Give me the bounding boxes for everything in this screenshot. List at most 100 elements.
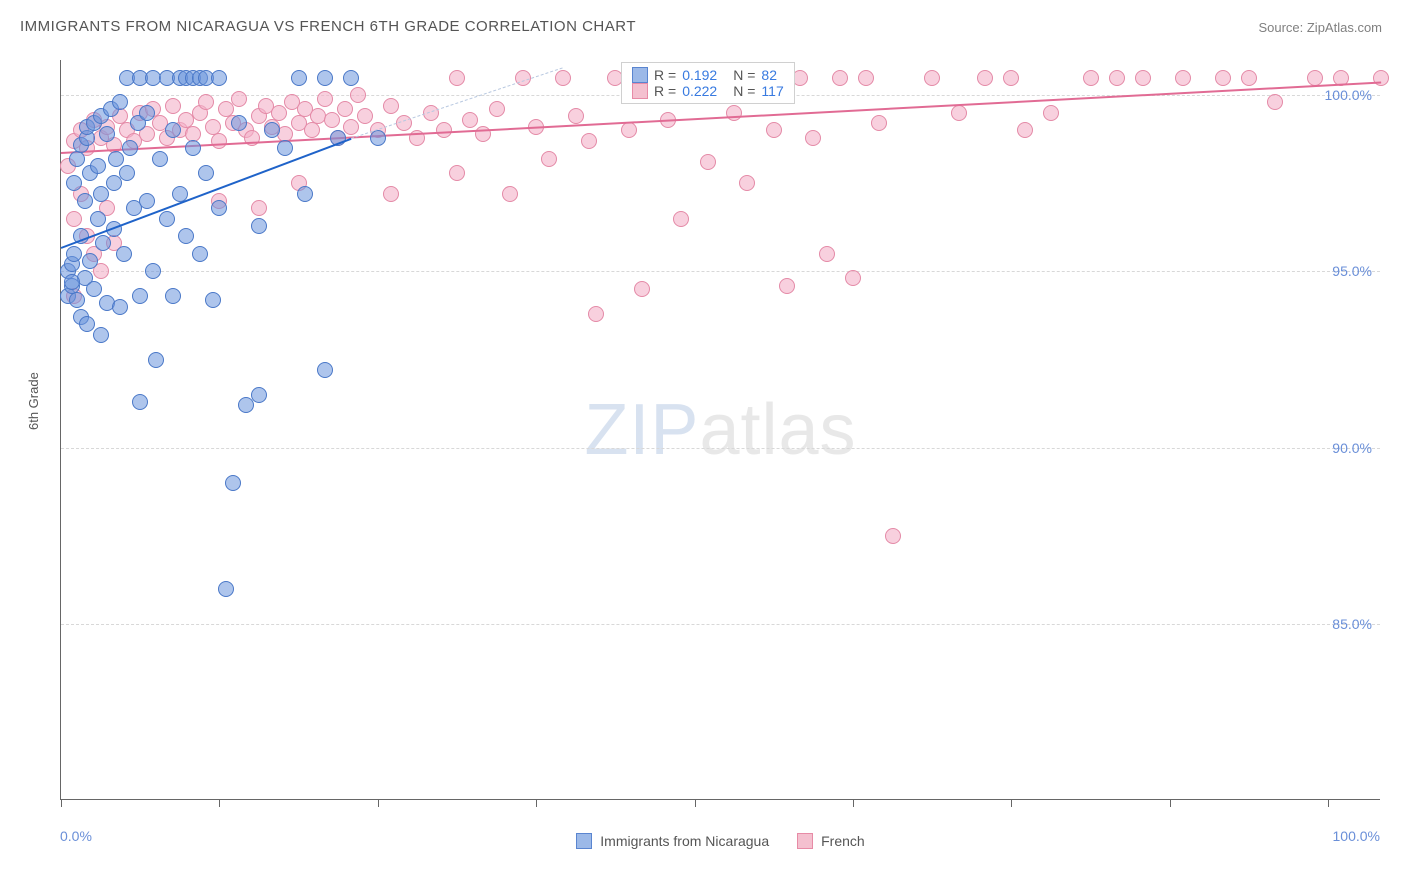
scatter-point-nicaragua bbox=[192, 246, 208, 262]
scatter-point-french bbox=[343, 119, 359, 135]
scatter-point-nicaragua bbox=[211, 70, 227, 86]
chart-container: IMMIGRANTS FROM NICARAGUA VS FRENCH 6TH … bbox=[0, 0, 1406, 892]
scatter-point-french bbox=[337, 101, 353, 117]
source-credit: Source: ZipAtlas.com bbox=[1258, 20, 1382, 35]
scatter-point-nicaragua bbox=[211, 200, 227, 216]
legend-r-value: 0.222 bbox=[682, 83, 717, 99]
scatter-point-nicaragua bbox=[205, 292, 221, 308]
scatter-point-nicaragua bbox=[69, 292, 85, 308]
scatter-point-french bbox=[885, 528, 901, 544]
y-tick-label: 100.0% bbox=[1325, 87, 1372, 103]
scatter-point-nicaragua bbox=[317, 70, 333, 86]
scatter-point-french bbox=[673, 211, 689, 227]
legend-r-label: R = bbox=[654, 83, 676, 99]
scatter-point-french bbox=[211, 133, 227, 149]
scatter-point-french bbox=[858, 70, 874, 86]
scatter-point-nicaragua bbox=[145, 263, 161, 279]
scatter-point-french bbox=[1017, 122, 1033, 138]
scatter-point-french bbox=[1307, 70, 1323, 86]
scatter-point-french bbox=[726, 105, 742, 121]
scatter-point-french bbox=[198, 94, 214, 110]
scatter-point-nicaragua bbox=[231, 115, 247, 131]
scatter-point-nicaragua bbox=[264, 122, 280, 138]
scatter-point-nicaragua bbox=[198, 165, 214, 181]
scatter-point-nicaragua bbox=[99, 126, 115, 142]
scatter-point-nicaragua bbox=[93, 186, 109, 202]
scatter-point-nicaragua bbox=[218, 581, 234, 597]
scatter-point-french bbox=[739, 175, 755, 191]
scatter-point-nicaragua bbox=[238, 397, 254, 413]
scatter-point-french bbox=[271, 105, 287, 121]
scatter-point-nicaragua bbox=[291, 70, 307, 86]
scatter-point-nicaragua bbox=[185, 140, 201, 156]
legend-swatch bbox=[632, 83, 648, 99]
scatter-point-nicaragua bbox=[297, 186, 313, 202]
scatter-point-nicaragua bbox=[159, 211, 175, 227]
scatter-point-french bbox=[779, 278, 795, 294]
scatter-point-nicaragua bbox=[112, 299, 128, 315]
scatter-point-nicaragua bbox=[165, 122, 181, 138]
scatter-point-french bbox=[324, 112, 340, 128]
scatter-point-nicaragua bbox=[64, 274, 80, 290]
scatter-point-french bbox=[231, 91, 247, 107]
y-axis-label: 6th Grade bbox=[26, 372, 41, 430]
scatter-point-french bbox=[588, 306, 604, 322]
scatter-point-nicaragua bbox=[93, 327, 109, 343]
gridline-h bbox=[61, 448, 1380, 449]
scatter-point-french bbox=[1003, 70, 1019, 86]
scatter-point-nicaragua bbox=[139, 105, 155, 121]
scatter-point-nicaragua bbox=[317, 362, 333, 378]
scatter-point-nicaragua bbox=[95, 235, 111, 251]
scatter-point-french bbox=[1083, 70, 1099, 86]
scatter-point-nicaragua bbox=[66, 246, 82, 262]
x-tick bbox=[536, 799, 537, 807]
x-tick bbox=[1170, 799, 1171, 807]
scatter-point-french bbox=[634, 281, 650, 297]
scatter-point-french bbox=[568, 108, 584, 124]
scatter-point-french bbox=[1215, 70, 1231, 86]
scatter-point-nicaragua bbox=[79, 316, 95, 332]
scatter-point-nicaragua bbox=[148, 352, 164, 368]
scatter-point-french bbox=[489, 101, 505, 117]
x-axis-min-label: 0.0% bbox=[60, 828, 92, 844]
watermark: ZIPatlas bbox=[584, 389, 856, 471]
scatter-point-french bbox=[819, 246, 835, 262]
scatter-point-nicaragua bbox=[112, 94, 128, 110]
legend-swatch bbox=[576, 833, 592, 849]
scatter-point-nicaragua bbox=[86, 281, 102, 297]
scatter-point-nicaragua bbox=[132, 288, 148, 304]
legend-n-label: N = bbox=[733, 83, 755, 99]
scatter-point-french bbox=[977, 70, 993, 86]
y-tick-label: 90.0% bbox=[1332, 440, 1372, 456]
scatter-point-french bbox=[555, 70, 571, 86]
y-tick-label: 85.0% bbox=[1332, 616, 1372, 632]
scatter-point-french bbox=[805, 130, 821, 146]
scatter-point-nicaragua bbox=[251, 387, 267, 403]
scatter-point-nicaragua bbox=[251, 218, 267, 234]
scatter-point-nicaragua bbox=[108, 151, 124, 167]
scatter-point-french bbox=[383, 98, 399, 114]
legend-r-label: R = bbox=[654, 67, 676, 83]
scatter-point-french bbox=[317, 91, 333, 107]
scatter-point-french bbox=[871, 115, 887, 131]
scatter-point-french bbox=[951, 105, 967, 121]
legend-n-label: N = bbox=[733, 67, 755, 83]
scatter-point-nicaragua bbox=[116, 246, 132, 262]
scatter-point-french bbox=[1109, 70, 1125, 86]
legend-bottom: Immigrants from NicaraguaFrench bbox=[61, 833, 1380, 849]
y-tick-label: 95.0% bbox=[1332, 263, 1372, 279]
watermark-atlas: atlas bbox=[699, 390, 856, 470]
scatter-point-french bbox=[924, 70, 940, 86]
scatter-point-french bbox=[165, 98, 181, 114]
scatter-point-nicaragua bbox=[106, 175, 122, 191]
scatter-point-nicaragua bbox=[178, 228, 194, 244]
legend-swatch bbox=[632, 67, 648, 83]
x-tick bbox=[378, 799, 379, 807]
x-tick bbox=[61, 799, 62, 807]
legend-stats-row: R =0.222N =117 bbox=[632, 83, 784, 99]
scatter-point-french bbox=[581, 133, 597, 149]
scatter-point-french bbox=[621, 122, 637, 138]
scatter-point-french bbox=[251, 200, 267, 216]
scatter-point-french bbox=[845, 270, 861, 286]
scatter-point-french bbox=[832, 70, 848, 86]
